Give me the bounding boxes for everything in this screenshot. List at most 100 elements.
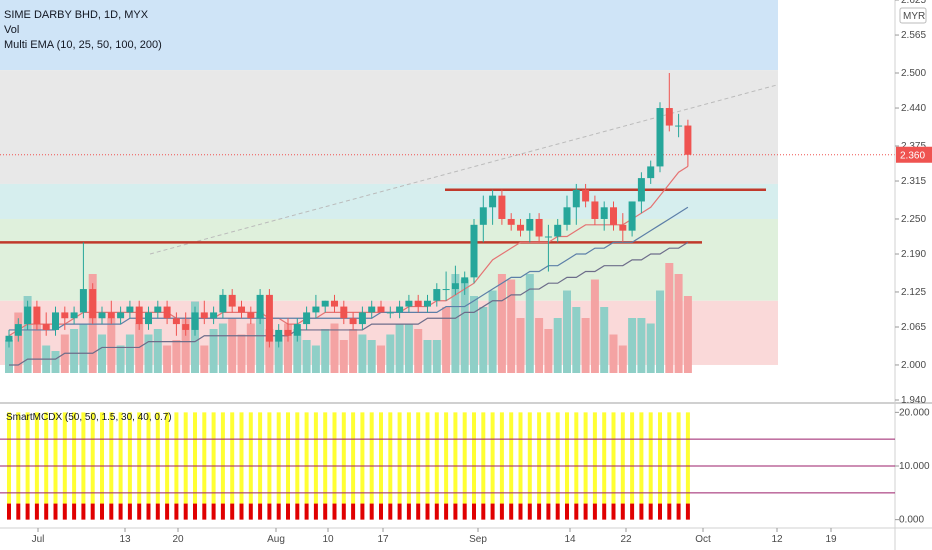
mcdx-red-bar [155,503,160,520]
mcdx-yellow-bar [7,412,11,504]
mcdx-yellow-bar [416,412,421,504]
time-tick-label: 14 [564,534,576,545]
candle-body [238,306,245,313]
volume-bar [181,318,190,373]
volume-bar [70,329,79,373]
indicator-legend[interactable]: SmartMCDX (50, 50, 1.5, 30, 40, 0.7) [6,412,172,423]
volume-bar [451,274,460,373]
time-tick-label: 22 [620,534,632,545]
volume-bar [516,318,525,373]
mcdx-yellow-bar [295,412,300,504]
mcdx-yellow-bar [592,412,597,504]
candle-body [163,306,171,319]
volume-bar [497,274,506,373]
mcdx-red-bar [127,503,132,520]
mcdx-yellow-bar [25,412,30,504]
candle-body [70,312,78,319]
symbol-title[interactable]: SIME DARBY BHD, 1D, MYX [4,9,149,21]
volume-bar [609,334,618,373]
candle-body [396,306,404,313]
volume-bar [525,274,534,373]
mcdx-yellow-bar [53,412,58,504]
volume-bar [339,340,348,373]
mcdx-yellow-bar [434,412,439,504]
mcdx-yellow-bar [565,412,569,504]
mcdx-yellow-bar [676,412,681,504]
price-tick-label: 2.500 [901,68,926,79]
mcdx-red-bar [397,503,402,520]
time-tick-label: 19 [825,534,837,545]
mcdx-red-bar [16,503,21,520]
volume-bar [423,340,432,373]
mcdx-red-bar [174,503,179,520]
candle-body [340,306,348,319]
candle-body [210,312,218,319]
candle-body [628,201,636,231]
mcdx-yellow-bar [109,412,114,504]
price-tick-label: 2.315 [901,176,926,187]
mcdx-yellow-bar [574,412,579,504]
candle-body [637,178,645,202]
time-tick-label: 17 [377,534,389,545]
volume-bar [432,340,441,373]
mcdx-red-bar [341,503,346,520]
mcdx-red-bar [379,503,383,520]
volume-bar [386,334,395,373]
zone-band-0 [0,0,778,71]
volume-bar [125,334,134,373]
candle-body [24,306,32,325]
time-tick-label: Jul [32,534,45,545]
volume-bar [5,340,13,373]
candle-body [368,306,376,313]
mcdx-yellow-bar [304,412,309,504]
mcdx-yellow-bar [453,412,458,504]
volume-bar [330,323,339,373]
candle-body [572,189,580,208]
candle-body [451,283,459,290]
volume-bar [646,323,655,373]
volume-bar [321,329,330,373]
mcdx-red-bar [472,503,476,520]
candle-body [544,236,552,238]
candle-body [517,224,524,231]
mcdx-red-bar [44,503,49,520]
mcdx-red-bar [109,503,114,520]
candle-body [526,218,534,231]
mcdx-yellow-bar [611,412,616,504]
volume-bar [665,263,674,373]
price-tick-label: 2.625 [901,0,926,6]
mcdx-yellow-bar [127,412,132,504]
ema-legend[interactable]: Multi EMA (10, 25, 50, 100, 200) [4,39,162,51]
mcdx-yellow-bar [462,412,467,504]
volume-bar [563,290,571,373]
mcdx-yellow-bar [146,412,151,504]
mcdx-red-bar [630,503,635,520]
volume-bar [656,290,664,373]
mcdx-red-bar [425,503,430,520]
volume-bar [228,318,237,373]
price-tick-label: 1.940 [901,395,926,406]
volume-bar [200,345,209,373]
mcdx-yellow-bar [667,412,672,504]
mcdx-red-bar [565,503,569,520]
mcdx-red-bar [118,503,123,520]
candle-body [424,300,431,307]
mcdx-red-bar [574,503,579,520]
volume-legend[interactable]: Vol [4,24,20,36]
candle-body [498,195,506,219]
indicator-tick-label: 10.000 [899,461,930,472]
candle-body [582,189,590,202]
mcdx-yellow-bar [397,412,402,504]
mcdx-red-bar [490,503,495,520]
mcdx-yellow-bar [360,412,365,504]
candle-body [600,207,608,219]
volume-bar [683,296,692,373]
mcdx-yellow-bar [72,412,77,504]
candle-body [591,201,599,219]
mcdx-red-bar [7,503,11,520]
mcdx-yellow-bar [193,412,197,504]
candle-body [228,294,236,307]
mcdx-red-bar [248,503,253,520]
volume-bar [218,323,227,373]
